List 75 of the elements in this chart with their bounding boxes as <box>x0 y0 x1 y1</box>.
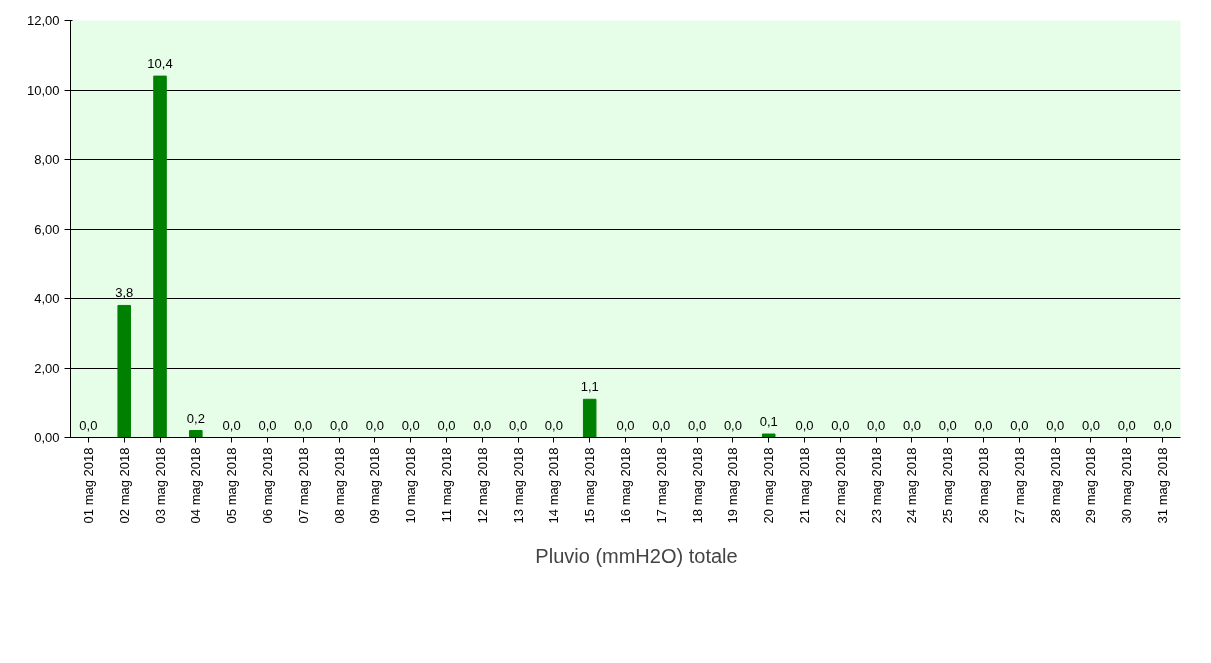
data-label: 0,0 <box>473 417 492 433</box>
x-tick-label: 26 mag 2018 <box>976 447 992 524</box>
data-label: 0,0 <box>974 417 993 433</box>
y-tick-label: 4,00 <box>34 291 60 306</box>
data-label: 0,0 <box>258 417 277 433</box>
x-tick-label: 17 mag 2018 <box>653 447 669 524</box>
x-tick-label: 08 mag 2018 <box>331 447 347 524</box>
x-tick-label: 07 mag 2018 <box>295 447 311 524</box>
y-tick-label: 10,00 <box>26 82 60 98</box>
data-label: 0,0 <box>79 417 98 433</box>
x-tick-label: 21 mag 2018 <box>797 447 813 524</box>
x-tick-label: 10 mag 2018 <box>403 447 419 524</box>
x-tick-label: 25 mag 2018 <box>940 447 956 524</box>
data-label: 0,1 <box>759 414 778 430</box>
x-tick-label: 15 mag 2018 <box>582 447 598 524</box>
x-tick-label: 06 mag 2018 <box>259 447 275 524</box>
data-label: 0,0 <box>544 417 563 433</box>
x-tick-label: 30 mag 2018 <box>1119 447 1135 524</box>
x-tick-label: 29 mag 2018 <box>1083 447 1099 524</box>
data-label: 0,0 <box>365 417 384 433</box>
data-label: 0,0 <box>509 417 528 433</box>
x-tick-label: 04 mag 2018 <box>188 447 204 524</box>
data-label: 0,0 <box>867 417 886 433</box>
y-tick-label: 8,00 <box>34 152 60 167</box>
data-label: 0,0 <box>330 417 349 433</box>
x-tick-label: 02 mag 2018 <box>116 447 132 524</box>
x-tick-label: 09 mag 2018 <box>367 447 383 524</box>
data-label: 0,0 <box>795 417 814 433</box>
data-label: 0,0 <box>616 417 635 433</box>
x-tick-label: 23 mag 2018 <box>868 447 884 524</box>
x-tick-label: 05 mag 2018 <box>224 447 240 524</box>
x-tick-label: 13 mag 2018 <box>510 447 526 524</box>
x-tick-label: 12 mag 2018 <box>474 447 490 524</box>
data-label: 10,4 <box>147 56 173 72</box>
x-tick-label: 27 mag 2018 <box>1011 447 1027 524</box>
data-label: 0,0 <box>723 417 742 433</box>
data-label: 0,0 <box>831 417 850 433</box>
data-label: 0,0 <box>1081 417 1101 433</box>
data-label: 3,8 <box>115 285 134 301</box>
x-tick-label: 24 mag 2018 <box>904 447 920 524</box>
x-tick-label: 31 mag 2018 <box>1155 447 1171 524</box>
data-label: 0,0 <box>938 417 957 433</box>
data-label: 1,1 <box>580 379 599 395</box>
x-tick-label: 14 mag 2018 <box>546 447 562 524</box>
x-tick-label: 19 mag 2018 <box>725 447 741 524</box>
data-label: 0,0 <box>401 417 420 433</box>
bar <box>582 398 597 438</box>
data-label: 0,0 <box>437 417 456 433</box>
x-tick-label: 11 mag 2018 <box>438 447 454 523</box>
bar <box>117 304 131 438</box>
data-label: 0,2 <box>186 410 205 426</box>
y-tick-label: 6,00 <box>34 221 60 237</box>
data-label: 0,0 <box>1046 417 1065 433</box>
x-tick-label: 16 mag 2018 <box>618 447 633 524</box>
text: Pluvio (mmH2O) totale <box>535 544 738 568</box>
x-tick-label: 01 mag 2018 <box>80 447 96 524</box>
data-label: 0,0 <box>1153 417 1172 433</box>
bar <box>153 75 167 438</box>
y-tick-label: 2,00 <box>34 360 60 376</box>
x-tick-label: 18 mag 2018 <box>689 447 705 524</box>
data-label: 0,0 <box>1117 417 1136 433</box>
y-tick-label: 12,00 <box>26 13 60 28</box>
bar <box>189 430 203 438</box>
data-label: 0,0 <box>1010 417 1029 433</box>
data-label: 0,0 <box>902 417 921 433</box>
y-tick-label: 0,00 <box>34 430 60 445</box>
x-tick-label: 03 mag 2018 <box>152 447 168 524</box>
data-label: 0,0 <box>652 417 671 433</box>
data-label: 0,0 <box>294 417 313 433</box>
data-label: 0,0 <box>222 417 241 433</box>
data-label: 0,0 <box>688 417 707 433</box>
x-tick-label: 28 mag 2018 <box>1047 447 1063 524</box>
bar <box>761 433 776 438</box>
x-tick-label: 22 mag 2018 <box>832 447 848 524</box>
x-tick-label: 20 mag 2018 <box>761 447 777 524</box>
